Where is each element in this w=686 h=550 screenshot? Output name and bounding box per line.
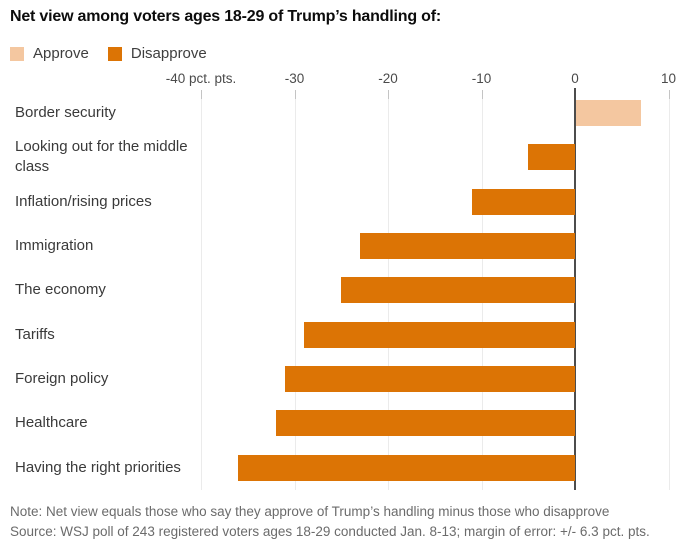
- category-label: Immigration: [15, 237, 94, 255]
- bar-disapprove: [528, 144, 575, 171]
- category-label: Inflation/rising prices: [15, 192, 152, 210]
- source-text: Source: WSJ poll of 243 registered voter…: [10, 523, 650, 539]
- category-label: Looking out for the middle class: [15, 138, 188, 176]
- legend-item-approve: Approve: [10, 45, 89, 62]
- gridline: [294, 90, 296, 490]
- x-tick-label: -40 pct. pts.: [165, 71, 237, 86]
- x-tick-label: -30: [284, 71, 305, 86]
- legend-label-approve: Approve: [33, 45, 89, 62]
- bar-disapprove: [303, 321, 575, 348]
- chart-title: Net view among voters ages 18-29 of Trum…: [10, 8, 441, 25]
- gridline: [668, 90, 670, 490]
- category-label: Having the right priorities: [15, 458, 181, 476]
- x-tick-label: 10: [660, 71, 677, 86]
- note-text: Note: Net view equals those who say they…: [10, 504, 610, 519]
- bar-disapprove: [238, 454, 575, 481]
- category-label: Tariffs: [15, 325, 55, 343]
- axis-tick: [481, 90, 483, 99]
- legend-item-disapprove: Disapprove: [107, 45, 207, 62]
- axis-tick: [668, 90, 670, 99]
- bar-disapprove: [285, 365, 575, 392]
- disapprove-swatch: [107, 46, 122, 61]
- gridline: [201, 90, 202, 490]
- bar-disapprove: [472, 188, 575, 215]
- category-label: Healthcare: [15, 414, 88, 432]
- bar-disapprove: [275, 410, 575, 437]
- x-tick-label: -20: [378, 71, 398, 86]
- bar-disapprove: [359, 232, 575, 259]
- axis-tick: [388, 90, 389, 99]
- category-label: The economy: [15, 281, 106, 299]
- axis-tick: [294, 90, 296, 99]
- chart-footer: Note: Net view equals those who say they…: [10, 502, 650, 541]
- bar-disapprove: [341, 277, 575, 304]
- x-tick-label: -10: [471, 71, 492, 86]
- legend: Approve Disapprove: [10, 45, 207, 62]
- legend-label-disapprove: Disapprove: [130, 45, 207, 62]
- bar-approve: [576, 100, 642, 126]
- axis-tick: [201, 90, 202, 99]
- category-label: Foreign policy: [15, 370, 109, 388]
- x-tick-label: 0: [571, 71, 579, 86]
- category-label: Border security: [15, 104, 116, 122]
- zero-axis-line: [574, 88, 576, 490]
- approve-swatch: [10, 46, 24, 61]
